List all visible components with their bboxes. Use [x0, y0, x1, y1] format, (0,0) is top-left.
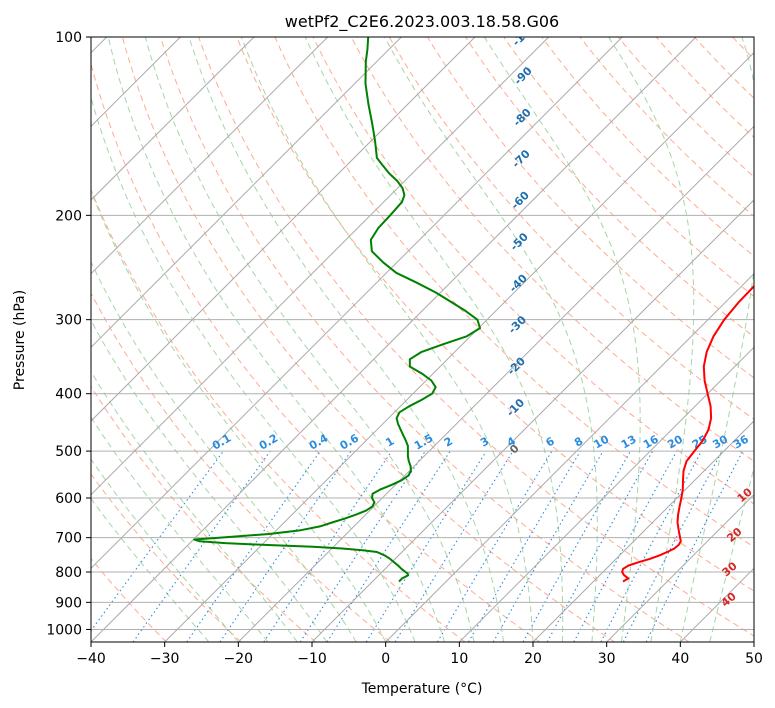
- dry-adiabat-line: [91, 292, 391, 642]
- y-tick-label: 500: [55, 444, 82, 460]
- dry-adiabat-line: [91, 188, 466, 642]
- dewpoint-profile-line: [193, 37, 481, 583]
- moist-adiabat-line: [91, 416, 269, 642]
- moist-adiabat-line: [483, 37, 641, 642]
- dry-adiabat-line: [426, 37, 754, 379]
- dry-adiabat-line: [312, 37, 754, 505]
- dry-adiabat-line: [503, 37, 754, 298]
- moist-adiabat-line: [91, 319, 328, 642]
- moist-adiabat-line: [144, 37, 475, 642]
- isotherm-line: [311, 199, 754, 642]
- moist-adiabat-line: [709, 466, 754, 642]
- moist-adiabat-line: [384, 37, 598, 642]
- isotherm-line: [385, 272, 754, 642]
- dry-adiabat-line: [121, 37, 615, 642]
- isotherm-line: [91, 37, 402, 349]
- moist-adiabat-line: [608, 37, 695, 642]
- x-tick-label: 30: [598, 651, 616, 667]
- isotherm-line: [237, 125, 754, 642]
- y-tick-label: 700: [55, 531, 82, 547]
- x-tick-label: −40: [76, 651, 106, 667]
- y-axis-label: Pressure (hPa): [12, 290, 28, 390]
- moist-adiabat-line: [240, 37, 534, 642]
- isotherm-line: [91, 37, 329, 275]
- y-tick-label: 300: [55, 313, 82, 329]
- moist-adiabat-label: -100: [510, 20, 539, 49]
- series-layer: [193, 37, 754, 583]
- y-tick-label: 400: [55, 387, 82, 403]
- mixing-ratio-line: [326, 450, 451, 642]
- isotherm-line: [532, 420, 754, 642]
- mixing-ratio-line: [263, 450, 393, 642]
- y-tick-label: 900: [55, 595, 82, 611]
- dry-adiabat-line: [465, 37, 754, 338]
- x-tick-label: −30: [150, 651, 180, 667]
- mixing-ratio-line: [219, 450, 352, 642]
- moist-adiabat-line: [91, 189, 387, 642]
- moist-adiabat-line: [91, 497, 210, 642]
- x-tick-label: 50: [745, 651, 763, 667]
- isotherm-line: [91, 37, 255, 201]
- mixing-ratio-line: [468, 450, 581, 642]
- x-tick-label: 0: [381, 651, 390, 667]
- moist-adiabat-line: [188, 37, 504, 642]
- isotherm-line: [91, 37, 697, 642]
- mixing-ratio-line: [436, 450, 553, 642]
- x-tick-label: 40: [671, 651, 689, 667]
- y-tick-label: 800: [55, 565, 82, 581]
- moist-adiabat-line: [304, 37, 564, 642]
- plot-frame: [90, 36, 755, 643]
- dry-adiabat-line: [91, 62, 541, 642]
- dry-adiabat-line: [91, 385, 317, 642]
- y-tick-label: 600: [55, 491, 82, 507]
- isotherm-line: [458, 346, 754, 642]
- dry-adiabat-line: [274, 37, 754, 548]
- x-tick-label: 20: [524, 651, 542, 667]
- dry-adiabat-line: [388, 37, 754, 420]
- mixing-ratio-line: [573, 450, 678, 642]
- dry-adiabat-line: [350, 37, 754, 462]
- mixing-ratio-line: [600, 450, 702, 642]
- x-tick-label: −20: [224, 651, 254, 667]
- dry-adiabat-line: [160, 37, 690, 642]
- y-tick-label: 100: [55, 30, 82, 46]
- moist-adiabat-line: [91, 370, 298, 642]
- dry-adiabat-line: [91, 473, 242, 642]
- x-tick-label: −10: [297, 651, 327, 667]
- chart-title: wetPf2_C2E6.2023.003.18.58.G06: [285, 12, 559, 32]
- moist-adiabat-line: [107, 37, 446, 642]
- mixing-ratio-line: [186, 450, 321, 642]
- mixing-ratio-line: [299, 450, 426, 642]
- background-lines: [91, 37, 754, 642]
- isotherm-line: [606, 493, 754, 642]
- moist-adiabat-line: [91, 260, 357, 642]
- isotherm-line: [91, 37, 623, 570]
- dry-adiabat-line: [236, 37, 754, 592]
- temperature-profile-line: [621, 284, 754, 583]
- x-tick-label: 10: [450, 651, 468, 667]
- y-tick-label: 200: [55, 208, 82, 224]
- isotherm-line: [164, 51, 754, 642]
- isotherm-line: [91, 37, 550, 496]
- x-axis-label: Temperature (°C): [361, 681, 483, 697]
- axes-layer: −40 −30 −20 −10 0 10 20 30 40 50 100 200 300 400 500 60…: [46, 30, 763, 667]
- mixing-ratio-line: [365, 450, 487, 642]
- y-tick-label: 1000: [46, 622, 82, 638]
- moist-adiabat-line: [91, 458, 239, 642]
- moist-adiabat-line: [679, 37, 754, 642]
